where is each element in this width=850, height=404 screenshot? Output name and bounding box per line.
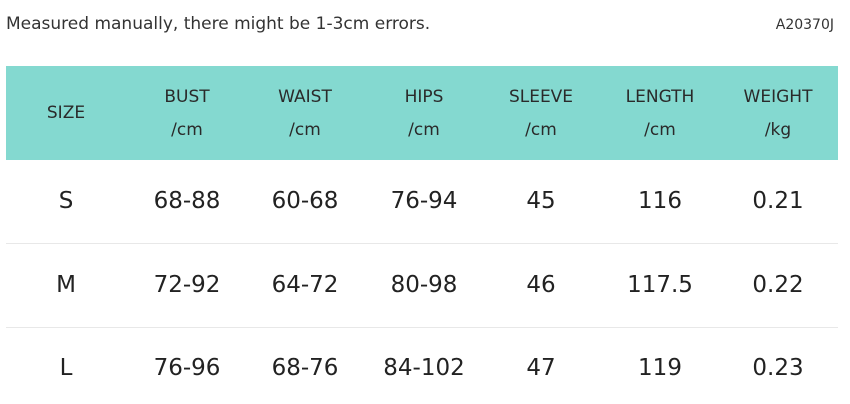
size-cell: S [58,188,74,214]
table-header [6,66,838,160]
value-cell: 60-68 [271,188,339,214]
product-code: A20370J [775,17,834,33]
note: Measured manually, there might be 1-3cm … [6,14,431,34]
header-unit: /cm [289,120,321,140]
value-cell: 80-98 [390,272,458,298]
header-name: BUST [164,87,210,107]
row-separator [6,326,838,328]
value-cell: 0.21 [752,188,804,214]
value-cell: 119 [638,355,682,381]
header-name: HIPS [404,87,444,107]
header-unit: /cm [644,120,676,140]
header-unit: /cm [408,120,440,140]
header-name: LENGTH [625,87,695,107]
size-cell: M [56,272,76,298]
header-unit: /cm [525,120,557,140]
value-cell: 0.22 [752,272,804,298]
header-name: WAIST [278,87,332,107]
value-cell: 76-94 [390,188,458,214]
row-separator [6,243,838,244]
value-cell: 117.5 [627,272,693,298]
size-cell: L [59,355,73,381]
value-cell: 116 [638,188,682,214]
value-cell: 68-76 [271,355,339,381]
value-cell: 64-72 [271,272,339,298]
value-cell: 76-96 [153,355,221,381]
header-name: SLEEVE [508,87,574,107]
header-unit: /kg [764,120,792,140]
value-cell: 68-88 [153,188,221,214]
value-cell: 46 [526,272,556,298]
header-name: SIZE [46,103,86,123]
value-cell: 45 [526,188,556,214]
value-cell: 0.23 [752,355,804,381]
value-cell: 84-102 [383,355,465,381]
header-name: WEIGHT [743,87,813,107]
header-unit: /cm [171,120,203,140]
value-cell: 72-92 [153,272,221,298]
value-cell: 47 [526,355,556,381]
